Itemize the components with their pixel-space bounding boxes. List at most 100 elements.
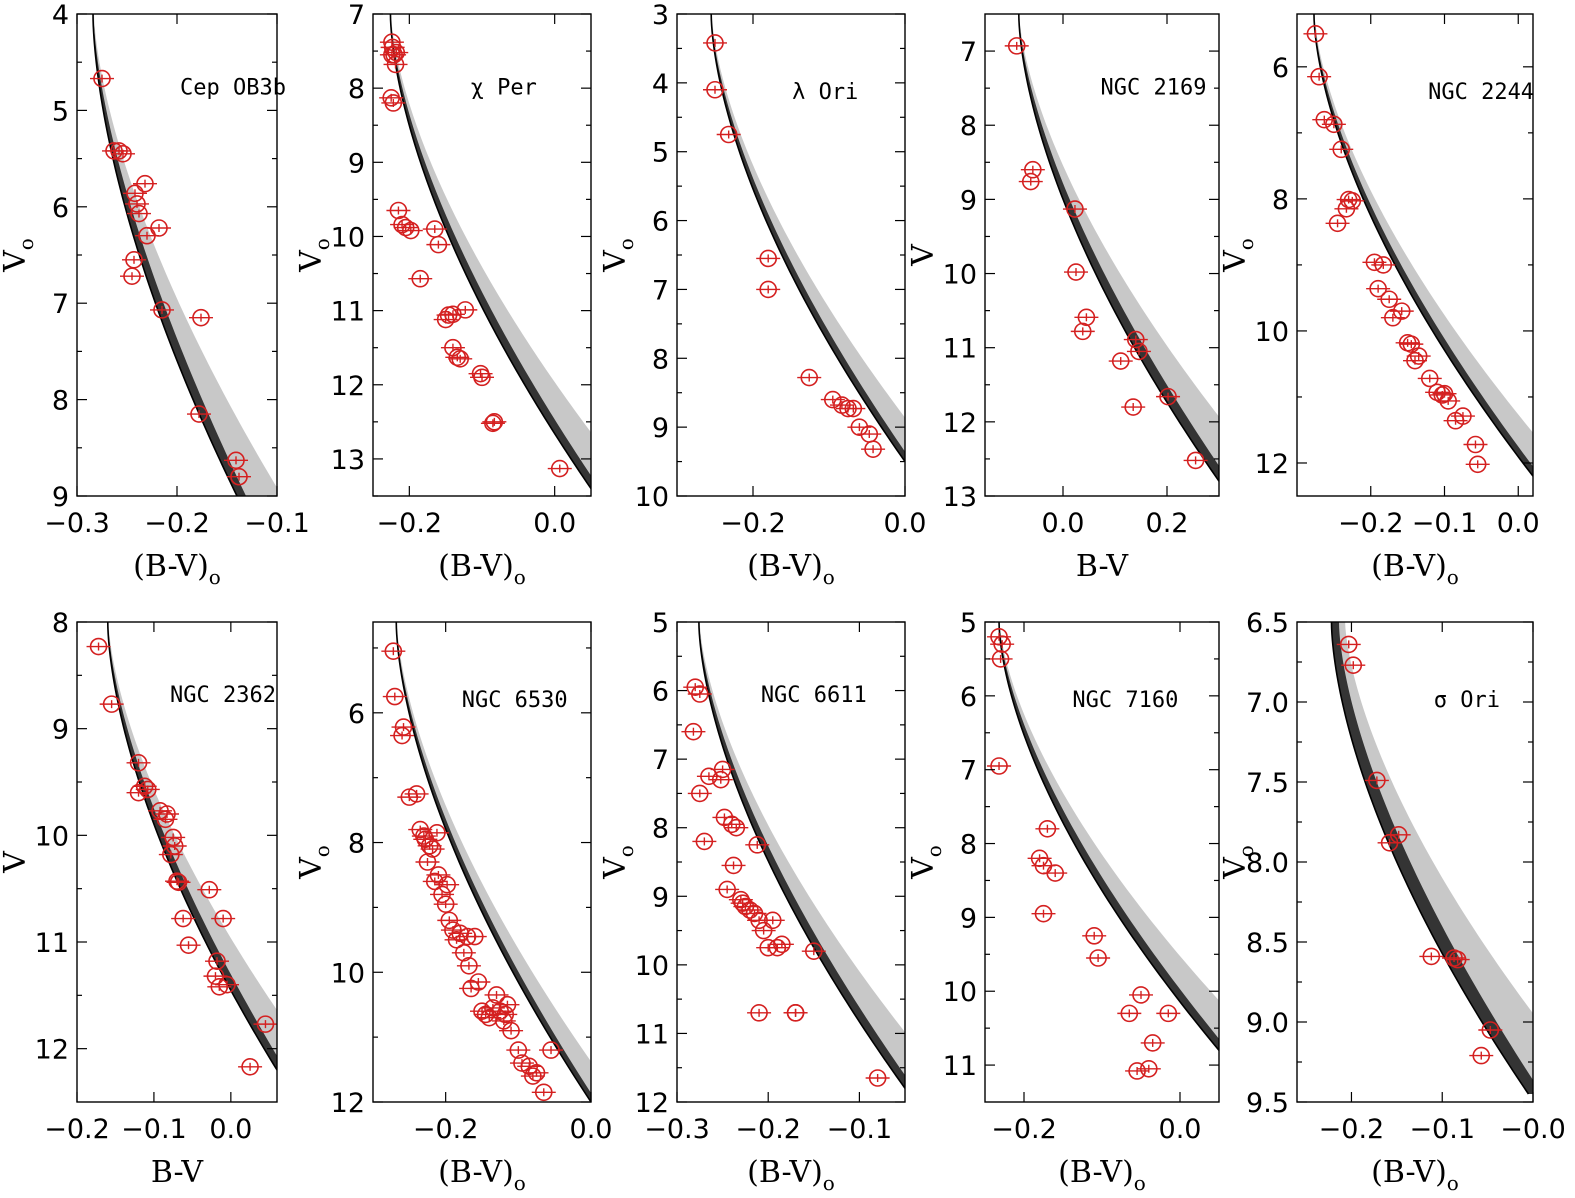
x-axis-subscript: o <box>514 1171 526 1195</box>
y-axis-subscript: o <box>1234 845 1258 857</box>
star-point <box>1341 656 1366 675</box>
y-tick-label: 10 <box>943 260 977 291</box>
star-point <box>135 780 160 799</box>
star-point <box>456 956 481 975</box>
star-point <box>1445 950 1470 969</box>
star-point <box>1478 1021 1503 1039</box>
star-point <box>1062 200 1087 218</box>
star-point <box>1074 308 1099 327</box>
star-marker <box>700 767 718 786</box>
star-point <box>696 767 721 786</box>
x-axis-label: (B-V)o <box>1371 549 1459 589</box>
y-axis-subscript: o <box>614 845 638 857</box>
star-marker <box>684 722 703 741</box>
y-tick-label: 7.0 <box>1246 688 1289 719</box>
star-marker <box>227 451 245 470</box>
y-tick-label: 7 <box>652 275 669 306</box>
star-point <box>426 866 451 884</box>
star-point <box>1389 302 1414 320</box>
star-marker <box>230 467 248 486</box>
star-marker <box>706 34 724 52</box>
star-point <box>1432 384 1457 403</box>
y-tick-label: 11 <box>943 334 977 365</box>
star-point <box>1312 110 1337 129</box>
star-marker <box>1159 387 1177 406</box>
star-point <box>445 348 470 367</box>
star-marker <box>396 218 415 237</box>
panel-title: NGC 7160 <box>1072 688 1178 713</box>
y-tick-label: 7 <box>348 0 365 31</box>
star-point <box>708 770 733 789</box>
x-axis-label: (B-V)o <box>438 549 526 589</box>
star-point <box>987 757 1012 775</box>
x-tick-label: −0.1 <box>1412 508 1478 539</box>
star-marker <box>428 824 446 842</box>
star-point <box>703 34 727 52</box>
star-point <box>1117 1004 1142 1023</box>
star-point <box>122 251 146 269</box>
plot-area <box>703 14 905 463</box>
y-tick-label: 9 <box>52 482 69 513</box>
star-marker <box>724 856 743 875</box>
star-marker <box>451 350 470 368</box>
panel-title: Cep OB3b <box>180 75 286 100</box>
star-point <box>1086 949 1111 967</box>
star-point <box>147 219 171 237</box>
star-point <box>398 221 423 240</box>
x-tick-label: 0.0 <box>884 508 927 539</box>
y-tick-label: 5 <box>652 608 669 639</box>
star-marker <box>473 368 491 387</box>
star-marker <box>1073 322 1092 341</box>
isochrone-edge <box>710 14 905 463</box>
y-axis-subscript: o <box>310 238 334 250</box>
x-tick-label: −0.1 <box>244 508 310 539</box>
plot-area <box>1004 14 1219 482</box>
star-point <box>715 880 740 899</box>
y-tick-label: 10 <box>635 482 669 513</box>
star-marker <box>713 760 732 779</box>
y-tick-label: 10 <box>1255 317 1289 348</box>
isochrone-edge <box>92 14 238 496</box>
star-marker <box>162 845 180 864</box>
star-marker <box>384 94 403 112</box>
star-point <box>733 897 758 916</box>
x-axis-subscript: o <box>1447 565 1459 589</box>
x-axis-subscript: o <box>209 565 221 589</box>
cmd-panel: −0.3 −0.2 −0.1 4 5 6 7 8 9 (B-V)o Vo Cep OB3b <box>0 0 310 589</box>
y-axis-subscript: o <box>614 238 638 250</box>
isochrone-edge <box>698 622 905 1089</box>
x-tick-label: −0.2 <box>1319 1114 1385 1145</box>
star-marker <box>823 390 842 409</box>
y-tick-label: 10 <box>635 951 669 982</box>
star-marker <box>179 936 198 955</box>
y-tick-label: 8.5 <box>1246 928 1289 959</box>
y-tick-label: 4 <box>652 69 669 100</box>
star-point <box>393 218 418 237</box>
axes-frame <box>76 621 278 1103</box>
star-marker <box>748 836 767 854</box>
star-point <box>1303 25 1328 43</box>
star-marker <box>496 1005 515 1024</box>
x-axis-label: (B-V)o <box>1058 1155 1146 1195</box>
star-marker <box>1339 635 1358 654</box>
star-point <box>120 267 144 286</box>
star-marker <box>1021 172 1040 191</box>
y-tick-label: 6 <box>52 193 69 224</box>
isochrone-edge <box>1018 14 1219 482</box>
star-marker <box>1130 342 1148 361</box>
star-point <box>1406 347 1431 365</box>
star-point <box>524 1064 549 1082</box>
y-tick-label: 10 <box>943 977 977 1008</box>
star-point <box>462 927 487 946</box>
star-marker <box>128 195 146 213</box>
panel-title: NGC 2244 <box>1428 80 1534 105</box>
star-marker <box>126 184 144 203</box>
star-point <box>520 1067 545 1085</box>
star-marker <box>129 783 148 802</box>
star-marker <box>1472 1046 1491 1065</box>
y-axis-label: V <box>906 243 941 267</box>
star-marker <box>690 685 709 703</box>
x-tick-label: 0.0 <box>209 1114 252 1145</box>
star-marker <box>169 873 188 892</box>
star-marker <box>465 927 484 946</box>
